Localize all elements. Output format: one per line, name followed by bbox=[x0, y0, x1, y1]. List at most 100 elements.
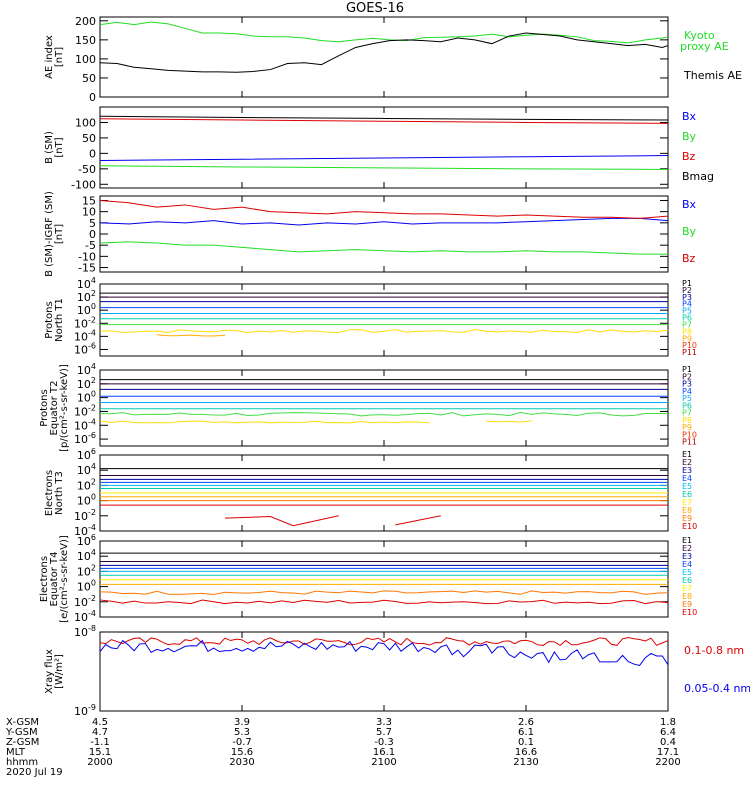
legend-label: P4 bbox=[682, 300, 692, 309]
y-tick-label: 10-6 bbox=[74, 341, 96, 356]
y-axis-label: [nT] bbox=[54, 47, 65, 67]
legend-label: E6 bbox=[682, 576, 692, 585]
series-line-p8 bbox=[99, 420, 430, 424]
legend-label: Bx bbox=[682, 110, 697, 123]
ephemeris-value: 1.8 bbox=[660, 717, 676, 728]
ephemeris-label: Y-GSM bbox=[6, 727, 38, 738]
y-axis-label: Electrons bbox=[44, 470, 55, 516]
series-line-fragment bbox=[224, 515, 339, 527]
series-line-p8 bbox=[99, 329, 669, 334]
series-line-0-05-0-4-nm bbox=[99, 639, 669, 667]
legend-label: 0.05-0.4 nm bbox=[684, 682, 750, 695]
legend-label: Themis AE bbox=[683, 69, 742, 82]
panel-frame bbox=[99, 283, 669, 357]
y-tick-label: 150 bbox=[75, 34, 96, 47]
series-line-0-1-0-8-nm bbox=[99, 637, 669, 647]
series-line-bx bbox=[99, 155, 669, 161]
ephemeris-value: -1.1 bbox=[90, 737, 110, 748]
legend-label: E4 bbox=[682, 560, 692, 569]
series-line-segment bbox=[486, 420, 532, 423]
y-axis-label: Xray flux bbox=[44, 649, 55, 694]
ephemeris-value: -0.7 bbox=[232, 737, 252, 748]
y-tick-label: 102 bbox=[77, 563, 96, 578]
legend-label: P6 bbox=[682, 314, 692, 323]
legend-label: P4 bbox=[682, 387, 692, 396]
ephemeris-value: 16.1 bbox=[372, 747, 396, 758]
panel-frame bbox=[99, 195, 669, 273]
legend-label: 0.1-0.8 nm bbox=[684, 644, 744, 657]
y-axis-label: [p/(cm²-s-sr-keV)] bbox=[59, 364, 70, 452]
legend-label: Bz bbox=[682, 150, 696, 163]
ephemeris-label: hhmm bbox=[6, 757, 39, 768]
series-line-bmag bbox=[99, 115, 669, 121]
legend-label: P8 bbox=[682, 327, 692, 336]
legend-label: E10 bbox=[682, 608, 697, 617]
ephemeris-value: 6.4 bbox=[660, 727, 676, 738]
y-tick-label: 100 bbox=[75, 53, 96, 66]
y-tick-label: -10 bbox=[78, 250, 96, 263]
y-axis-label: [e/(cm²-s-sr-keV)] bbox=[59, 535, 70, 623]
legend-label: P7 bbox=[682, 320, 692, 329]
ephemeris-label: Z-GSM bbox=[6, 737, 40, 748]
legend-label: E10 bbox=[682, 522, 697, 531]
ephemeris-value: 2130 bbox=[513, 757, 539, 768]
ephemeris-value: 2.6 bbox=[518, 717, 534, 728]
ephemeris-value: 4.5 bbox=[92, 717, 108, 728]
legend-label: By bbox=[682, 225, 697, 238]
legend-label: P9 bbox=[682, 423, 692, 432]
legend-label: By bbox=[682, 130, 697, 143]
legend-label: E2 bbox=[682, 544, 692, 553]
legend-label: E5 bbox=[682, 568, 692, 577]
panel-frame bbox=[99, 369, 669, 447]
legend-label: P2 bbox=[682, 286, 692, 295]
legend-label: P5 bbox=[682, 394, 692, 403]
series-line-p9 bbox=[156, 334, 225, 337]
legend-label: P5 bbox=[682, 307, 692, 316]
ephemeris-value: 15.1 bbox=[88, 747, 112, 758]
y-tick-label: 5 bbox=[89, 217, 96, 230]
ephemeris-value: 16.6 bbox=[514, 747, 538, 758]
series-line-e10 bbox=[99, 599, 669, 605]
ephemeris-label: X-GSM bbox=[6, 717, 40, 728]
legend-label: Bz bbox=[682, 252, 696, 265]
y-tick-label: 0 bbox=[89, 91, 96, 104]
legend-label: Bx bbox=[682, 198, 697, 211]
y-axis-label: [nT] bbox=[54, 224, 65, 244]
y-tick-label: 104 bbox=[77, 362, 96, 377]
ephemeris-value: 5.7 bbox=[376, 727, 392, 738]
legend-label: P10 bbox=[682, 341, 697, 350]
legend-label: E4 bbox=[682, 474, 692, 483]
panel-frame bbox=[99, 16, 669, 98]
series-line-themis-ae bbox=[99, 32, 669, 73]
legend-label: E3 bbox=[682, 552, 692, 561]
y-tick-label: -5 bbox=[85, 239, 96, 252]
legend-label: P1 bbox=[682, 279, 692, 288]
y-tick-label: 10-2 bbox=[74, 403, 96, 418]
y-tick-label: 100 bbox=[77, 493, 96, 508]
y-axis-label: Protons bbox=[39, 389, 50, 426]
y-tick-label: 50 bbox=[82, 72, 96, 85]
ephemeris-value: 5.3 bbox=[234, 727, 250, 738]
y-tick-label: 10-9 bbox=[74, 703, 96, 718]
ephemeris-value: -0.3 bbox=[374, 737, 394, 748]
y-tick-label: 106 bbox=[77, 533, 96, 548]
y-tick-label: 0 bbox=[89, 147, 96, 160]
ephemeris-value: 2030 bbox=[229, 757, 255, 768]
panel-xray: 10-9 10-8 Xray flux [W/m²] 0.1-0.8 nm 0.05-0.… bbox=[44, 624, 750, 718]
y-axis-label: B (SM)-IGRF (SM) bbox=[44, 191, 55, 277]
y-axis-label: North T3 bbox=[54, 471, 65, 515]
series-line-by bbox=[99, 165, 669, 170]
ephemeris-label: MLT bbox=[6, 747, 25, 758]
legend-label: E8 bbox=[682, 592, 692, 601]
y-tick-label: 10-4 bbox=[74, 417, 96, 432]
y-tick-label: 10-4 bbox=[74, 609, 96, 624]
legend-label: Kyoto bbox=[684, 29, 715, 42]
chart-title: GOES-16 bbox=[345, 1, 404, 16]
y-tick-label: 106 bbox=[77, 447, 96, 462]
legend-label: P8 bbox=[682, 416, 692, 425]
ephemeris-value: 6.1 bbox=[518, 727, 534, 738]
ephemeris-value: 4.7 bbox=[92, 727, 108, 738]
legend-label: P11 bbox=[682, 438, 697, 447]
